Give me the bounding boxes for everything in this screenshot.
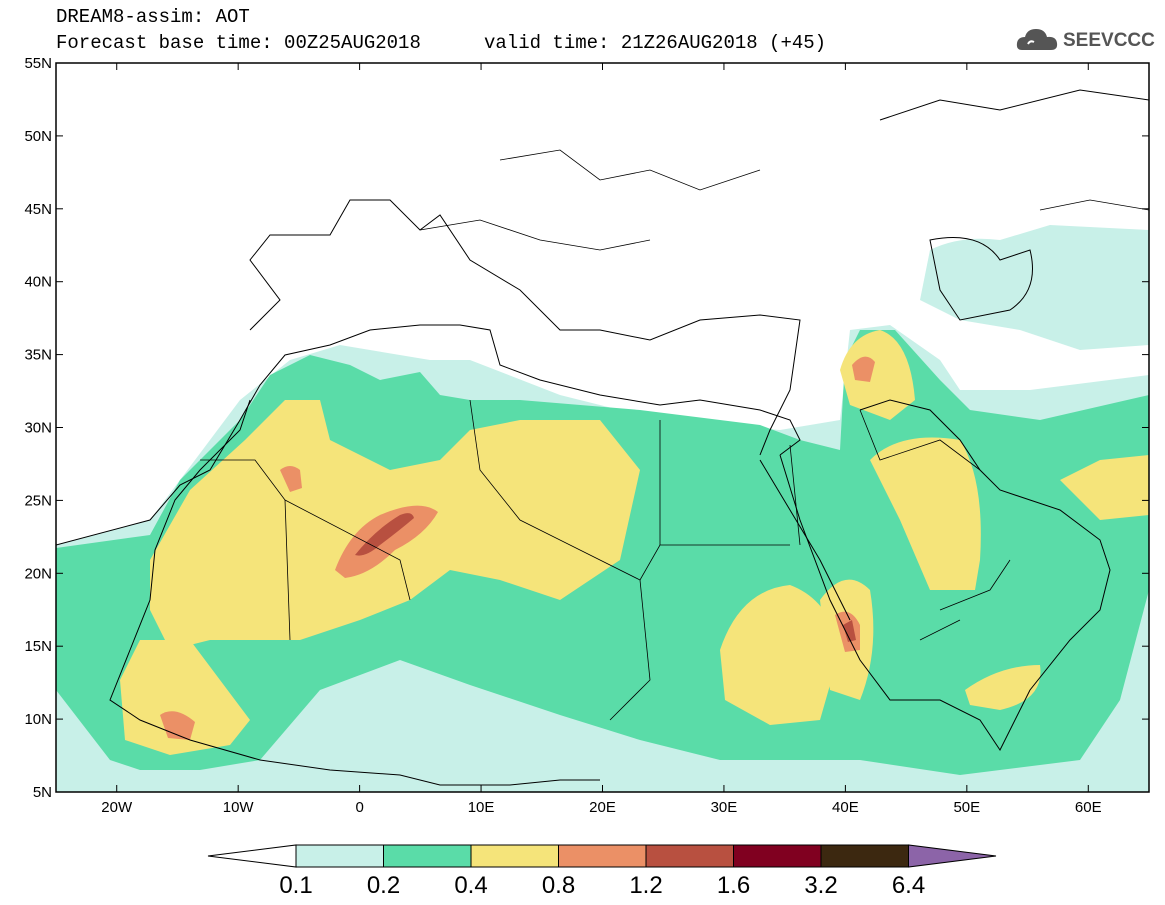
colorbar-label: 6.4: [892, 872, 925, 899]
aot-field: [56, 225, 1149, 792]
lat-label: 25N: [24, 492, 52, 509]
colorbar-label: 0.2: [367, 872, 400, 899]
lon-label: 60E: [1075, 799, 1102, 816]
valid-time: valid time: 21Z26AUG2018 (+45): [484, 32, 827, 54]
colorbar-segment: [820, 844, 909, 868]
lat-label: 20N: [24, 565, 52, 582]
lat-label: 35N: [24, 347, 52, 364]
lat-label: 50N: [24, 128, 52, 145]
colorbar-label: 0.4: [454, 872, 487, 899]
aot-band-0.4-sudan: [720, 585, 840, 725]
colorbar-label: 3.2: [804, 872, 837, 899]
colorbar-segment: [470, 844, 559, 868]
forecast-base-time: Forecast base time: 00Z25AUG2018: [56, 32, 421, 54]
colorbar-label: 1.2: [629, 872, 662, 899]
aot-band-0.4-iraq: [840, 330, 915, 420]
aot-band-0.4-east: [870, 437, 981, 590]
seevccc-logo: SEEVCCC: [1016, 24, 1155, 58]
colorbar-over-arrow: [908, 844, 997, 868]
colorbar-segment: [295, 844, 384, 868]
aot-band-0.8-guinea: [160, 711, 195, 740]
colorbar-under-arrow: [207, 844, 297, 868]
country-borders: [200, 149, 1149, 721]
colorbar: 0.1 0.2 0.4 0.8 1.2 1.6 3.2 6.4: [207, 844, 997, 899]
colorbar-segment: [733, 844, 822, 868]
aot-band-0.4-sw: [120, 640, 250, 755]
lat-label: 45N: [24, 201, 52, 218]
latitude-ticks: 55N 50N 45N 40N 35N 30N 25N 20N 15N 10N 5N: [24, 55, 1149, 801]
aot-band-1.2: [355, 513, 414, 556]
aot-band-0.4-gulf: [1060, 455, 1149, 520]
lon-label: 50E: [953, 799, 980, 816]
aot-band-0.4-somalia: [965, 665, 1041, 710]
logo-text: SEEVCCC: [1063, 30, 1155, 51]
aot-band-0.8-spot: [280, 466, 302, 492]
lat-label: 55N: [24, 55, 52, 72]
aot-band-0.8-iraq: [852, 356, 875, 382]
aot-band-0.1-caspian: [920, 225, 1149, 350]
cloud-icon: [1016, 29, 1058, 50]
lon-label: 30E: [711, 799, 738, 816]
lat-label: 15N: [24, 638, 52, 655]
lon-label: 20W: [101, 799, 133, 816]
lat-label: 30N: [24, 420, 52, 437]
colorbar-segment: [645, 844, 734, 868]
lon-label: 20E: [589, 799, 616, 816]
colorbar-segment: [558, 844, 647, 868]
colorbar-label: 0.8: [542, 872, 575, 899]
chart-title: DREAM8-assim: AOT: [56, 6, 250, 28]
lon-label: 10W: [223, 799, 255, 816]
colorbar-label: 0.1: [279, 872, 312, 899]
colorbar-segment: [383, 844, 472, 868]
lat-label: 5N: [33, 784, 52, 801]
aot-band-0.8-sahara: [335, 505, 438, 578]
aot-band-1.2-eritrea: [843, 620, 856, 642]
longitude-ticks: 20W 10W 0 10E 20E 30E 40E 50E 60E: [101, 63, 1102, 816]
lon-label: 40E: [832, 799, 859, 816]
lon-label: 10E: [468, 799, 495, 816]
colorbar-label: 1.6: [717, 872, 750, 899]
coastlines: [56, 89, 1149, 786]
lon-label: 0: [355, 799, 363, 816]
lat-label: 10N: [24, 711, 52, 728]
lat-label: 40N: [24, 274, 52, 291]
